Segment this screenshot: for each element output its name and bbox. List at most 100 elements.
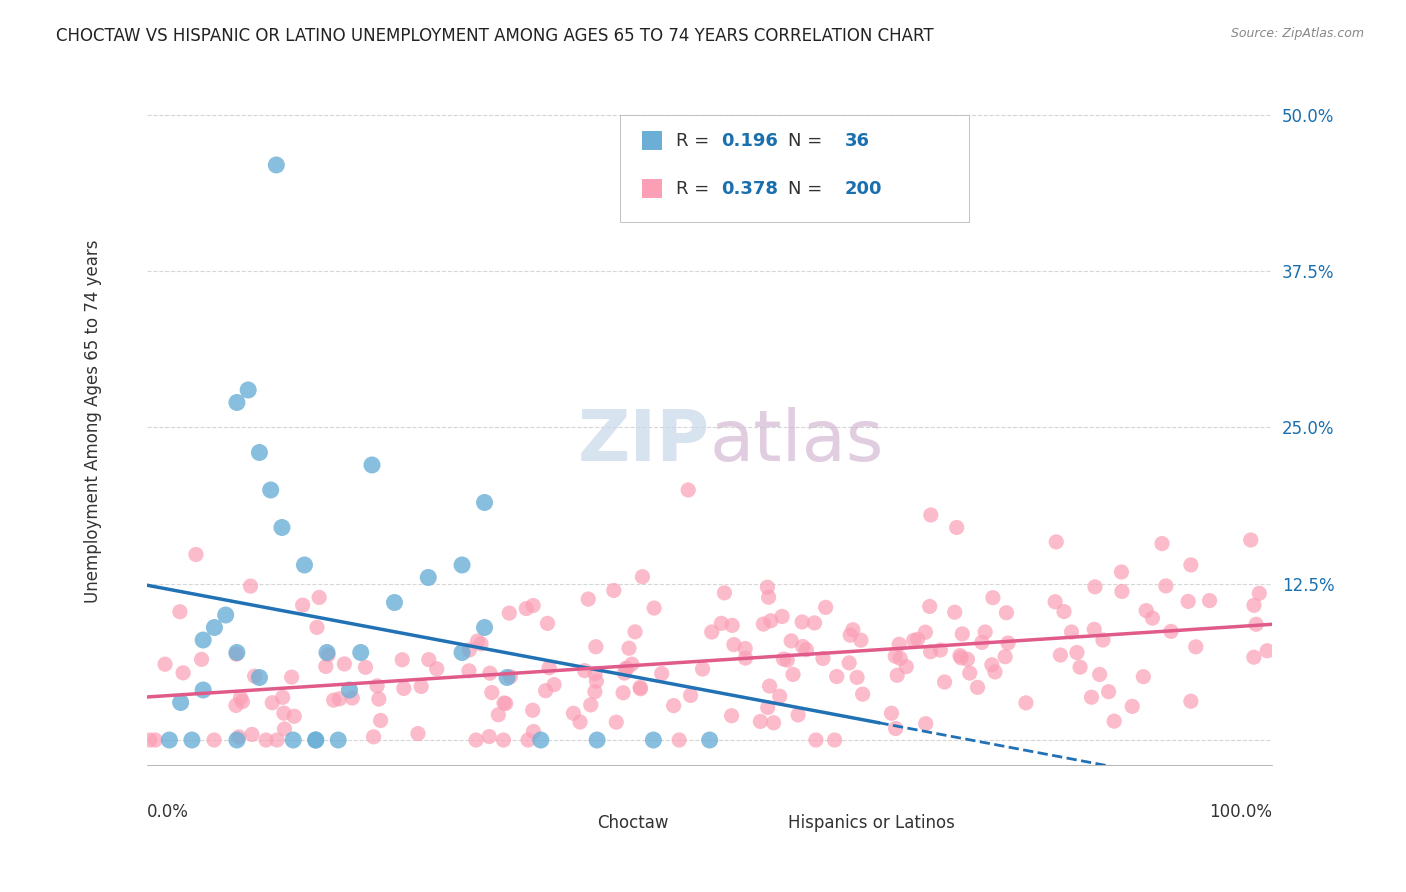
- Point: [249, 445, 271, 459]
- Point: [628, 681, 651, 695]
- Point: [824, 733, 846, 747]
- Point: [889, 637, 911, 651]
- Point: [1121, 699, 1143, 714]
- Point: [586, 733, 609, 747]
- Point: [139, 733, 162, 747]
- Point: [749, 714, 772, 729]
- Point: [838, 656, 860, 670]
- Point: [266, 733, 288, 747]
- FancyBboxPatch shape: [620, 115, 969, 222]
- Point: [1135, 604, 1157, 618]
- Point: [966, 681, 988, 695]
- Point: [215, 607, 238, 622]
- Point: [734, 641, 756, 656]
- Point: [451, 558, 474, 572]
- Point: [517, 733, 540, 747]
- Point: [787, 707, 810, 722]
- Point: [1043, 595, 1066, 609]
- Point: [283, 733, 305, 747]
- Point: [169, 696, 191, 710]
- Point: [225, 698, 247, 713]
- Point: [825, 669, 848, 683]
- Point: [226, 733, 249, 747]
- Point: [1015, 696, 1038, 710]
- Point: [1256, 644, 1278, 658]
- Point: [322, 693, 344, 707]
- Point: [995, 606, 1018, 620]
- Point: [262, 696, 284, 710]
- Point: [225, 647, 247, 661]
- Point: [981, 591, 1004, 605]
- Point: [612, 686, 634, 700]
- Point: [950, 627, 973, 641]
- Point: [495, 697, 517, 711]
- Point: [249, 671, 271, 685]
- Point: [903, 633, 925, 648]
- Text: Hispanics or Latinos: Hispanics or Latinos: [789, 814, 955, 832]
- Point: [204, 620, 226, 634]
- Point: [720, 708, 742, 723]
- FancyBboxPatch shape: [643, 179, 662, 198]
- Point: [522, 703, 544, 717]
- Point: [624, 624, 647, 639]
- Point: [780, 633, 803, 648]
- Point: [814, 600, 837, 615]
- Point: [392, 681, 415, 696]
- Point: [190, 652, 212, 666]
- Point: [759, 614, 782, 628]
- Point: [254, 733, 277, 747]
- Point: [631, 570, 654, 584]
- Text: Choctaw: Choctaw: [598, 814, 669, 832]
- Point: [1160, 624, 1182, 639]
- Point: [980, 657, 1002, 672]
- Point: [361, 458, 384, 472]
- FancyBboxPatch shape: [744, 814, 778, 834]
- Point: [384, 595, 406, 609]
- Point: [157, 733, 180, 747]
- Point: [354, 660, 377, 674]
- Point: [804, 733, 827, 747]
- Point: [651, 666, 673, 681]
- Point: [756, 700, 779, 714]
- Point: [339, 683, 361, 698]
- Point: [846, 670, 869, 684]
- Text: N =: N =: [789, 132, 828, 150]
- Point: [752, 617, 775, 632]
- Point: [1240, 533, 1263, 547]
- Point: [367, 692, 389, 706]
- Point: [574, 664, 596, 678]
- Point: [143, 733, 166, 747]
- Point: [406, 726, 429, 740]
- Point: [191, 632, 214, 647]
- Point: [305, 620, 328, 634]
- Point: [226, 646, 249, 660]
- Text: Unemployment Among Ages 65 to 74 years: Unemployment Among Ages 65 to 74 years: [84, 239, 101, 603]
- Point: [1249, 586, 1271, 600]
- Point: [776, 653, 799, 667]
- Point: [411, 680, 433, 694]
- Point: [478, 730, 501, 744]
- Point: [229, 690, 252, 705]
- Point: [918, 599, 941, 614]
- Point: [543, 678, 565, 692]
- Point: [458, 643, 481, 657]
- Point: [617, 641, 640, 656]
- Point: [950, 651, 973, 665]
- Point: [713, 586, 735, 600]
- Point: [896, 659, 918, 673]
- Point: [226, 395, 249, 409]
- Point: [308, 591, 330, 605]
- Point: [239, 579, 262, 593]
- Point: [849, 633, 872, 648]
- Point: [180, 733, 202, 747]
- Text: 0.0%: 0.0%: [146, 803, 188, 821]
- Point: [492, 733, 515, 747]
- Point: [486, 707, 509, 722]
- Point: [569, 714, 592, 729]
- Point: [273, 722, 295, 736]
- Point: [679, 689, 702, 703]
- Point: [271, 690, 294, 705]
- Point: [492, 696, 515, 710]
- Point: [1083, 623, 1105, 637]
- Point: [283, 709, 305, 723]
